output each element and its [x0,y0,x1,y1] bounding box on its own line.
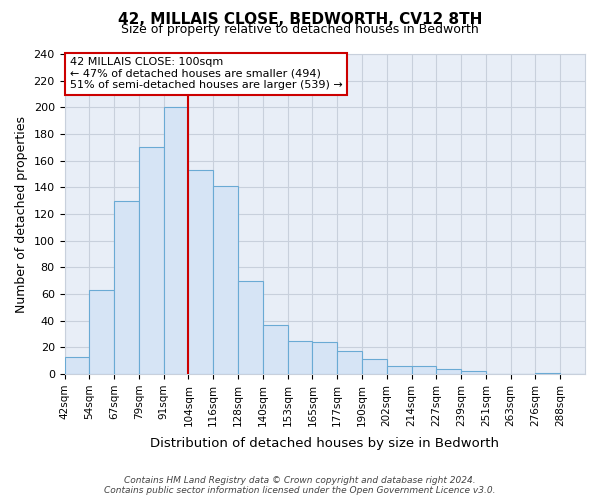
Bar [164,108,188,374]
Bar [337,352,362,374]
Bar [387,366,412,374]
Bar [461,372,486,374]
Bar [65,356,89,374]
Y-axis label: Number of detached properties: Number of detached properties [15,116,28,312]
X-axis label: Distribution of detached houses by size in Bedworth: Distribution of detached houses by size … [150,437,499,450]
Bar [263,324,287,374]
Bar [114,200,139,374]
Text: Size of property relative to detached houses in Bedworth: Size of property relative to detached ho… [121,22,479,36]
Text: 42 MILLAIS CLOSE: 100sqm
← 47% of detached houses are smaller (494)
51% of semi-: 42 MILLAIS CLOSE: 100sqm ← 47% of detach… [70,57,343,90]
Text: Contains HM Land Registry data © Crown copyright and database right 2024.
Contai: Contains HM Land Registry data © Crown c… [104,476,496,495]
Bar [213,186,238,374]
Text: 42, MILLAIS CLOSE, BEDWORTH, CV12 8TH: 42, MILLAIS CLOSE, BEDWORTH, CV12 8TH [118,12,482,28]
Bar [238,280,263,374]
Bar [412,366,436,374]
Bar [535,372,560,374]
Bar [362,360,387,374]
Bar [313,342,337,374]
Bar [139,148,164,374]
Bar [287,340,313,374]
Bar [89,290,114,374]
Bar [188,170,213,374]
Bar [436,368,461,374]
